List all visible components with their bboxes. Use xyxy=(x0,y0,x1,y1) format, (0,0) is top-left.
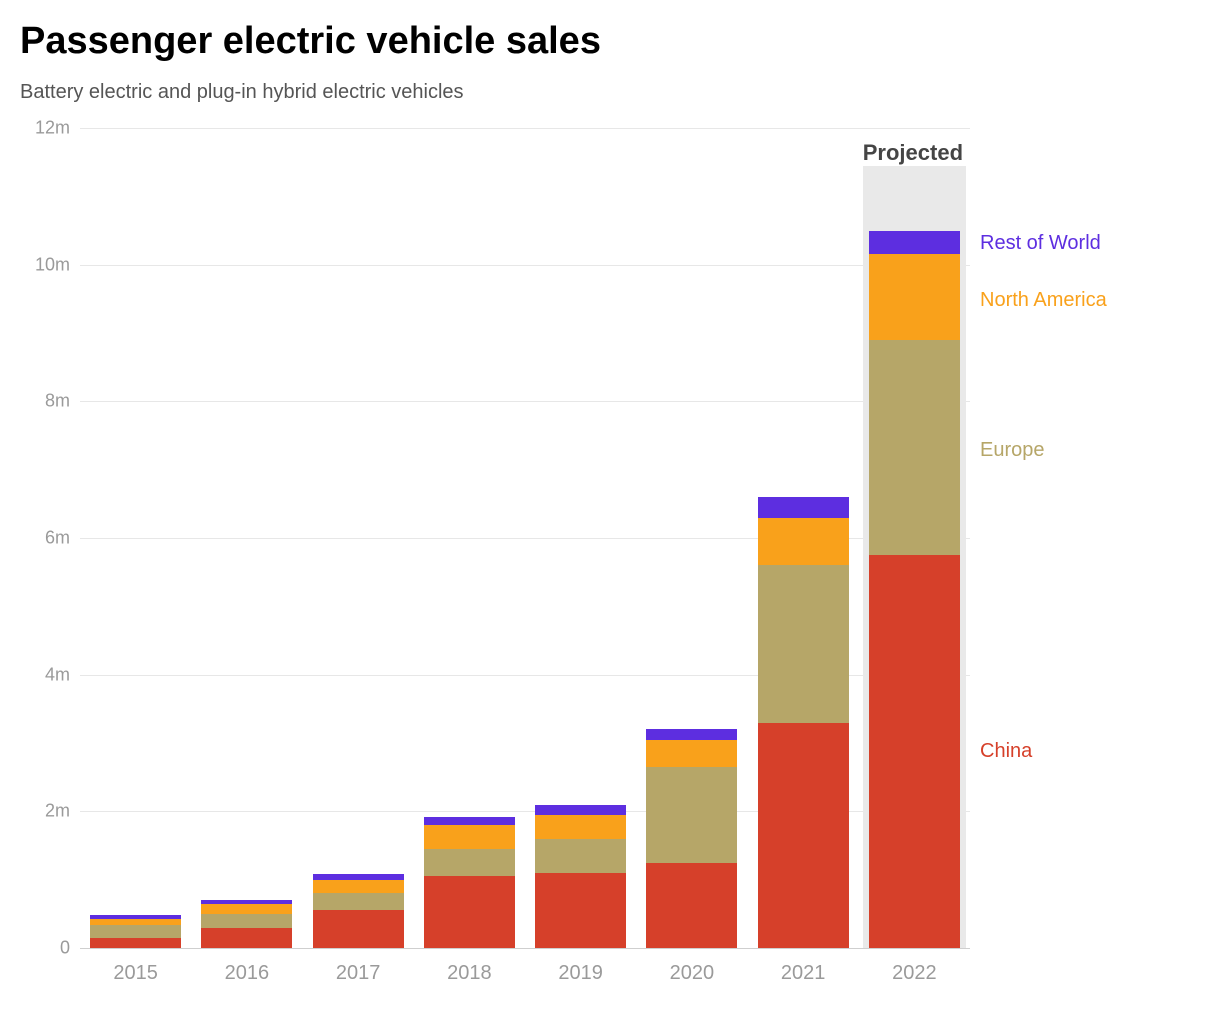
bar-segment-china xyxy=(424,876,515,948)
projected-label: Projected xyxy=(863,140,963,166)
legend-item: China xyxy=(980,740,1032,763)
bar-segment-rest-of-world xyxy=(646,729,737,739)
bar-segment-north-america xyxy=(201,904,292,914)
bar-segment-china xyxy=(646,863,737,948)
bar xyxy=(646,729,737,948)
bar-segment-china xyxy=(758,723,849,949)
y-axis-label: 2m xyxy=(45,801,70,822)
y-axis-label: 0 xyxy=(60,938,70,959)
bar-segment-china xyxy=(535,873,626,948)
bar-segment-rest-of-world xyxy=(424,817,515,825)
y-axis-label: 6m xyxy=(45,528,70,549)
bar-segment-europe xyxy=(424,849,515,876)
y-axis-label: 4m xyxy=(45,664,70,685)
bar xyxy=(313,874,404,948)
x-axis-label: 2016 xyxy=(225,962,270,985)
bar xyxy=(424,817,515,948)
bar xyxy=(535,805,626,948)
bar-segment-north-america xyxy=(535,815,626,839)
x-axis-label: 2022 xyxy=(892,962,937,985)
gridline xyxy=(80,401,970,402)
chart-subtitle: Battery electric and plug-in hybrid elec… xyxy=(20,81,1200,104)
bar-segment-north-america xyxy=(869,254,960,339)
legend-item: Europe xyxy=(980,439,1045,462)
bar-segment-china xyxy=(313,910,404,948)
bar-segment-china xyxy=(201,928,292,949)
bar-segment-europe xyxy=(535,839,626,873)
bar xyxy=(758,497,849,948)
bar-segment-rest-of-world xyxy=(869,231,960,255)
bar-segment-north-america xyxy=(313,880,404,894)
baseline xyxy=(80,948,970,949)
x-axis-label: 2017 xyxy=(336,962,381,985)
chart-area: 02m4m6m8m10m12mProjected2015201620172018… xyxy=(20,128,1200,998)
bar-segment-europe xyxy=(646,767,737,863)
bar-segment-europe xyxy=(313,893,404,910)
bar-segment-china xyxy=(90,938,181,948)
x-axis-label: 2021 xyxy=(781,962,826,985)
bar-segment-europe xyxy=(90,925,181,937)
x-axis-label: 2019 xyxy=(558,962,603,985)
bar-segment-china xyxy=(869,555,960,948)
legend-item: Rest of World xyxy=(980,232,1101,255)
bar-segment-europe xyxy=(201,914,292,928)
bar-segment-north-america xyxy=(758,518,849,566)
y-axis-label: 8m xyxy=(45,391,70,412)
bar-segment-north-america xyxy=(646,740,737,767)
gridline xyxy=(80,265,970,266)
bar-segment-north-america xyxy=(90,919,181,926)
bar xyxy=(90,915,181,948)
bar-segment-rest-of-world xyxy=(758,497,849,518)
y-axis-label: 12m xyxy=(35,118,70,139)
bar-segment-europe xyxy=(758,565,849,722)
bar-segment-north-america xyxy=(424,825,515,849)
bar xyxy=(869,231,960,948)
x-axis-label: 2018 xyxy=(447,962,492,985)
legend: Rest of World North America Europe China xyxy=(980,128,1190,948)
chart-title: Passenger electric vehicle sales xyxy=(20,20,1200,63)
plot-area: 02m4m6m8m10m12mProjected2015201620172018… xyxy=(80,128,970,948)
x-axis-label: 2015 xyxy=(113,962,158,985)
y-axis-label: 10m xyxy=(35,254,70,275)
gridline xyxy=(80,128,970,129)
bar xyxy=(201,900,292,948)
bar-segment-rest-of-world xyxy=(535,805,626,815)
x-axis-label: 2020 xyxy=(670,962,715,985)
legend-item: North America xyxy=(980,289,1107,312)
bar-segment-europe xyxy=(869,340,960,555)
